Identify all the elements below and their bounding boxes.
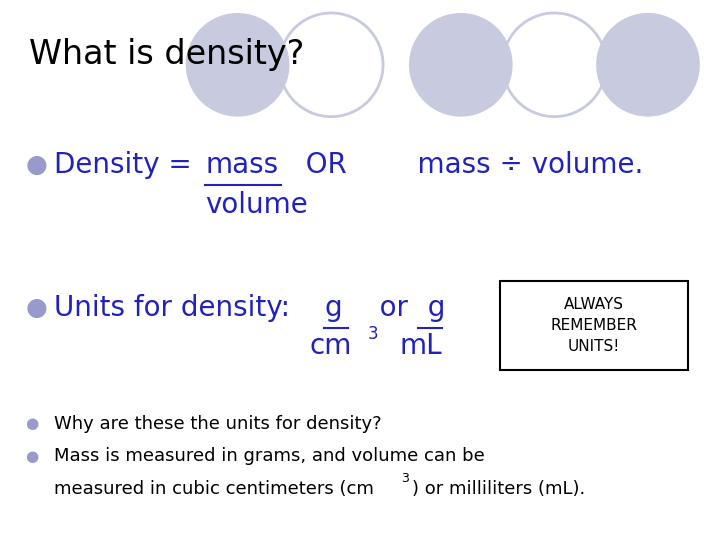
Ellipse shape [596, 13, 700, 117]
Ellipse shape [409, 13, 513, 117]
Text: or: or [353, 294, 408, 322]
Text: ) or milliliters (mL).: ) or milliliters (mL). [412, 480, 585, 498]
Text: ●: ● [25, 153, 47, 177]
Text: mass: mass [205, 151, 279, 179]
Text: mass ÷ volume.: mass ÷ volume. [382, 151, 643, 179]
Text: g: g [324, 294, 341, 322]
Ellipse shape [186, 13, 289, 117]
Text: REMEMBER: REMEMBER [551, 318, 637, 333]
Text: UNITS!: UNITS! [568, 339, 620, 354]
Text: mL: mL [400, 332, 442, 360]
Text: ●: ● [25, 416, 38, 431]
Text: volume: volume [205, 191, 308, 219]
Text: ALWAYS: ALWAYS [564, 297, 624, 312]
Text: g: g [410, 294, 446, 322]
Text: What is density?: What is density? [29, 38, 304, 71]
Text: Units for density:: Units for density: [54, 294, 299, 322]
Text: 3: 3 [401, 472, 409, 485]
Text: Density =: Density = [54, 151, 201, 179]
Text: cm: cm [310, 332, 352, 360]
Text: Why are these the units for density?: Why are these the units for density? [54, 415, 382, 433]
Text: OR: OR [288, 151, 347, 179]
Text: Mass is measured in grams, and volume can be: Mass is measured in grams, and volume ca… [54, 447, 485, 465]
Text: 3: 3 [367, 325, 378, 343]
Text: measured in cubic centimeters (cm: measured in cubic centimeters (cm [54, 480, 374, 498]
Text: ●: ● [25, 296, 47, 320]
FancyBboxPatch shape [500, 281, 688, 370]
Text: ●: ● [25, 449, 38, 464]
